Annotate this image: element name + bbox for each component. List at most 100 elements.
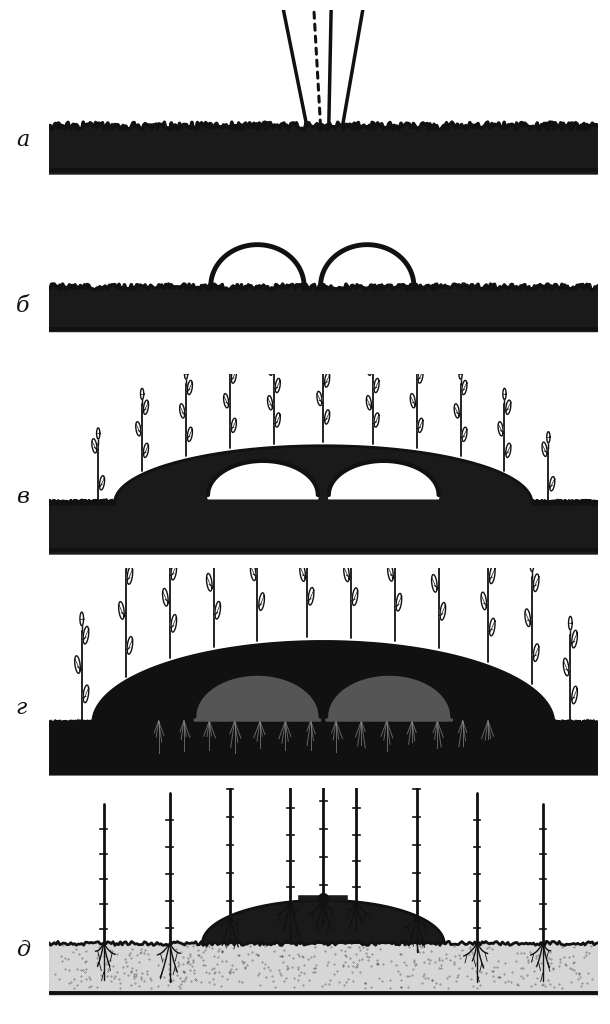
Polygon shape	[533, 574, 539, 592]
Polygon shape	[49, 445, 598, 554]
Polygon shape	[212, 500, 215, 513]
Polygon shape	[396, 594, 401, 611]
Polygon shape	[224, 393, 229, 408]
Polygon shape	[498, 422, 503, 436]
Polygon shape	[411, 393, 415, 408]
Polygon shape	[187, 380, 192, 394]
Polygon shape	[564, 658, 569, 676]
Text: б: б	[16, 295, 29, 317]
Polygon shape	[143, 443, 148, 458]
Polygon shape	[300, 564, 306, 582]
Polygon shape	[415, 356, 418, 368]
Polygon shape	[256, 484, 259, 498]
Polygon shape	[272, 348, 276, 359]
Polygon shape	[437, 501, 440, 514]
Polygon shape	[49, 284, 598, 332]
Polygon shape	[127, 566, 132, 585]
Polygon shape	[49, 641, 598, 775]
Polygon shape	[251, 563, 256, 581]
Polygon shape	[215, 546, 220, 563]
Polygon shape	[344, 564, 350, 582]
Polygon shape	[207, 573, 212, 591]
Polygon shape	[572, 630, 577, 648]
Polygon shape	[344, 516, 350, 535]
Polygon shape	[184, 368, 188, 379]
Polygon shape	[530, 558, 534, 571]
Polygon shape	[481, 540, 487, 557]
Polygon shape	[489, 566, 495, 584]
Polygon shape	[418, 369, 423, 383]
Polygon shape	[203, 900, 444, 943]
Polygon shape	[92, 438, 97, 453]
Polygon shape	[440, 602, 445, 621]
Polygon shape	[75, 655, 81, 674]
Polygon shape	[506, 400, 511, 415]
Polygon shape	[454, 403, 459, 418]
Polygon shape	[143, 400, 148, 415]
Polygon shape	[119, 602, 124, 620]
Polygon shape	[215, 601, 220, 620]
Polygon shape	[168, 519, 171, 532]
Polygon shape	[163, 589, 168, 606]
Polygon shape	[533, 644, 539, 662]
Text: г: г	[16, 697, 27, 719]
Polygon shape	[432, 518, 437, 537]
Polygon shape	[388, 563, 393, 582]
Polygon shape	[329, 461, 439, 499]
Polygon shape	[352, 541, 357, 558]
Polygon shape	[268, 395, 273, 410]
Polygon shape	[550, 476, 554, 490]
Polygon shape	[440, 547, 445, 564]
Polygon shape	[349, 473, 353, 486]
Polygon shape	[503, 388, 506, 399]
Polygon shape	[99, 476, 104, 489]
Text: а: а	[16, 129, 29, 151]
Polygon shape	[459, 368, 462, 379]
Polygon shape	[489, 618, 495, 636]
Polygon shape	[208, 461, 318, 499]
Polygon shape	[367, 361, 371, 376]
Polygon shape	[49, 719, 598, 775]
Polygon shape	[251, 504, 256, 521]
Polygon shape	[83, 685, 88, 702]
Polygon shape	[418, 418, 423, 432]
Polygon shape	[300, 516, 306, 534]
Polygon shape	[371, 348, 375, 359]
Polygon shape	[481, 592, 487, 609]
Polygon shape	[187, 427, 192, 441]
Polygon shape	[136, 422, 141, 436]
Polygon shape	[231, 369, 236, 383]
Polygon shape	[49, 122, 598, 174]
Polygon shape	[326, 674, 453, 721]
Text: в: в	[16, 486, 29, 508]
Polygon shape	[525, 609, 531, 627]
Polygon shape	[572, 686, 577, 703]
Polygon shape	[49, 499, 598, 554]
Polygon shape	[374, 379, 379, 392]
Polygon shape	[80, 612, 84, 626]
Polygon shape	[275, 413, 280, 427]
Polygon shape	[367, 395, 371, 410]
Polygon shape	[49, 943, 598, 995]
Polygon shape	[259, 534, 264, 551]
Polygon shape	[140, 388, 144, 399]
Polygon shape	[207, 517, 212, 536]
Polygon shape	[83, 627, 88, 644]
Polygon shape	[171, 614, 176, 632]
Polygon shape	[486, 522, 490, 537]
Polygon shape	[228, 356, 232, 368]
Polygon shape	[374, 413, 379, 427]
Polygon shape	[506, 443, 511, 458]
Polygon shape	[352, 588, 357, 605]
Polygon shape	[462, 380, 467, 394]
Polygon shape	[171, 562, 176, 580]
Polygon shape	[542, 442, 547, 457]
Polygon shape	[268, 361, 273, 376]
Polygon shape	[231, 418, 236, 432]
Polygon shape	[308, 540, 314, 557]
Polygon shape	[393, 485, 397, 499]
Polygon shape	[388, 504, 393, 521]
Polygon shape	[396, 534, 401, 551]
Polygon shape	[317, 391, 322, 406]
Polygon shape	[462, 427, 467, 441]
